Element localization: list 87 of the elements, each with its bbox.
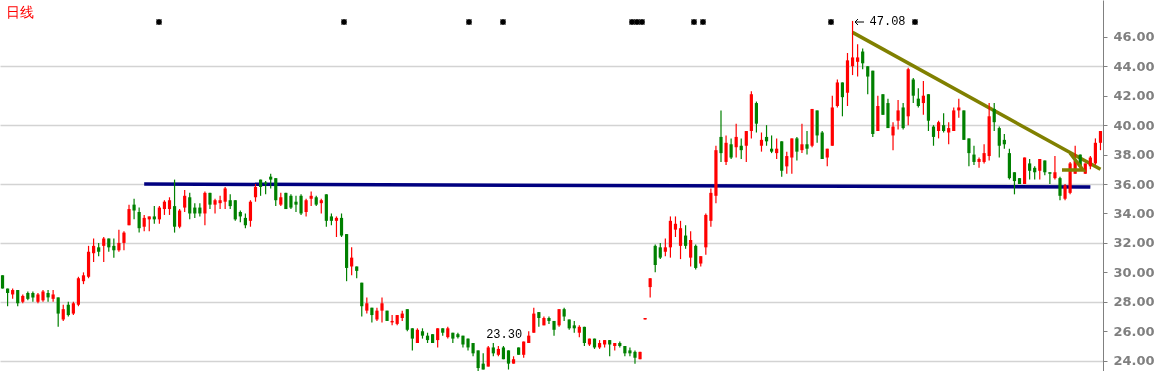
candlestick [46,289,50,303]
candlestick [51,289,55,303]
candlestick [178,208,182,229]
candlestick [188,192,192,220]
candlestick [678,220,683,260]
candlestick [410,327,414,351]
candlestick [1012,171,1017,195]
chart-title: 日线 [6,4,34,20]
candlestick [248,199,253,228]
candlestick [653,243,657,273]
candlestick [896,99,900,131]
candlestick [1053,155,1057,181]
candlestick [866,65,870,95]
candlestick [1038,158,1042,181]
y-tick-label: 42.00 [1113,88,1155,104]
candlestick [274,177,278,207]
y-tick-label: 40.00 [1113,117,1155,133]
candlestick [673,215,678,238]
candlestick [537,311,541,328]
candlestick [790,137,794,175]
annotation: 23.30 [486,328,523,342]
candlestick [132,198,136,220]
candlestick [689,230,693,268]
candlestick [891,121,895,151]
candlestick [754,100,759,134]
candlestick [436,327,440,349]
candlestick [734,123,738,159]
candlestick [800,123,804,154]
candlestick [339,212,344,238]
candlestick [805,130,809,156]
candlestick [724,134,728,166]
annotation: 47.08 [869,14,906,29]
candlestick [233,199,237,222]
y-tick-label: 32.00 [1113,235,1155,251]
y-tick-label: 38.00 [1113,147,1155,163]
candlestick [997,126,1001,159]
candlestick [795,136,799,162]
candlestick [785,151,789,175]
candlestick [1098,130,1103,151]
candlestick [117,229,121,253]
candlestick [947,121,951,145]
candlestick [360,282,364,318]
candlestick [122,230,126,251]
candlestick [729,137,733,160]
candlestick [223,186,227,210]
candlestick [1048,171,1052,185]
candlestick [694,243,698,271]
candlestick [856,43,860,78]
y-tick-label: 44.00 [1113,58,1155,74]
candlestick [911,77,915,104]
candlestick [137,206,141,234]
candlestick [486,345,490,368]
candlestick [203,190,207,226]
candlestick [957,98,961,119]
candlestick [506,349,511,371]
candlestick [840,81,845,117]
candlestick [1058,176,1062,201]
candlestick [759,131,764,153]
candlestick [719,109,723,163]
candlestick [683,224,688,250]
candlestick [835,78,839,109]
y-tick-label: 24.00 [1113,353,1155,369]
candlestick [972,145,976,166]
candlestick [901,102,905,131]
candlestick [967,137,971,167]
y-tick-label: 34.00 [1113,205,1155,221]
candlestick [56,296,60,328]
candlestick [405,308,409,332]
candlestick [931,124,936,147]
candlestick [744,130,748,163]
candlestick [850,20,855,76]
candlestick [992,102,996,132]
candlestick [380,296,384,324]
candlestick [172,179,177,234]
candlestick [942,112,946,134]
candlestick [183,189,187,213]
y-tick-label: 28.00 [1113,294,1155,310]
candlestick [476,349,480,371]
candlestick [532,307,536,334]
y-tick-label: 26.00 [1113,323,1155,339]
y-tick-label: 30.00 [1113,264,1155,280]
candlestick [648,277,652,298]
candlestick [1028,158,1032,181]
y-tick-label: 46.00 [1113,29,1155,45]
y-tick-label: 36.00 [1113,176,1155,192]
candlestick [1093,137,1098,166]
candlestick [334,215,339,238]
